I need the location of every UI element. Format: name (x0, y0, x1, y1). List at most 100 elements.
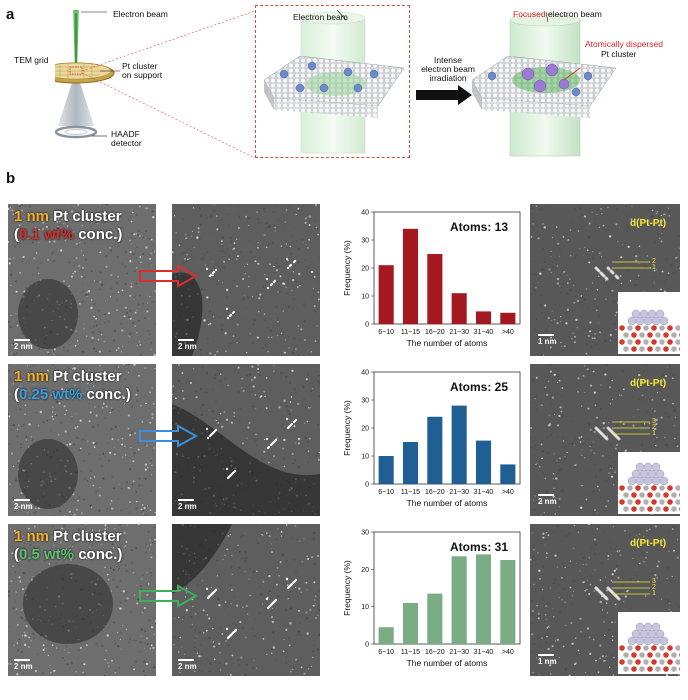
label-haadf-detector: HAADF detector (111, 129, 142, 148)
histogram-bar (475, 311, 492, 324)
scale-bar-zoom-label: 2 nm (178, 502, 197, 511)
dpt-label: d(Pt-Pt) (630, 538, 667, 549)
scale-bar-zoom-label: 2 nm (178, 342, 197, 351)
incident-beam (73, 10, 79, 70)
label-electron-beam-mid: Electron beam (293, 12, 348, 22)
zoom-arrow (139, 584, 199, 608)
scale-bar-zoom: 2 nm (178, 499, 197, 511)
histogram-bar (402, 442, 419, 484)
tem-schematic (55, 10, 255, 158)
x-tick-label: >40 (502, 489, 514, 496)
x-tick-label: 6~10 (378, 329, 394, 336)
focused-rest: electron beam (545, 9, 602, 19)
x-tick-label: 21~30 (449, 649, 469, 656)
cluster-condition-label: 1 nm Pt cluster (0.1 wt% conc.) (14, 208, 122, 244)
histogram-title: Atoms: 13 (450, 220, 509, 234)
haadf-image-overview: 1 nm Pt cluster (0.25 wt% conc.) 2 nm (8, 364, 156, 516)
scale-bar-atomic: 1 nm (538, 334, 557, 346)
y-tick-label: 10 (361, 294, 369, 301)
y-tick-label: 20 (361, 266, 369, 273)
cluster-word: Pt cluster (49, 208, 122, 225)
y-tick-label: 10 (361, 454, 369, 461)
x-tick-label: 6~10 (378, 649, 394, 656)
atomic-resolution-image: d(Pt-Pt) 3 2 1 2 nm (530, 364, 680, 516)
histogram-bar (500, 464, 516, 484)
histogram-bar (378, 265, 394, 324)
cluster-model-inset (618, 292, 680, 354)
conc-value: 0.1 wt% (19, 226, 75, 243)
plot-frame (373, 371, 521, 485)
y-tick-label: 20 (361, 567, 369, 574)
scale-bar-overview-label: 2 nm (14, 342, 33, 351)
conc-open: ( (14, 386, 19, 403)
y-tick-label: 20 (361, 426, 369, 433)
label-pt-cluster-support: Pt cluster on support (122, 61, 163, 80)
panel-a-letter: a (6, 6, 15, 23)
histogram-bar (378, 456, 394, 484)
label-pt-cluster-right: Pt cluster (601, 49, 637, 59)
x-tick-label: 16~20 (425, 649, 445, 656)
scale-bar-overview: 2 nm (14, 659, 33, 671)
conc-value: 0.5 wt% (19, 546, 75, 563)
scale-bar-atomic-label: 2 nm (538, 497, 557, 506)
panel-b-letter: b (6, 170, 16, 187)
support-after-irradiation (471, 11, 617, 157)
histogram-bar (378, 627, 394, 644)
histogram-bar (427, 593, 443, 644)
label-focused-beam: Focused electron beam (513, 10, 602, 19)
histogram-title: Atoms: 31 (450, 540, 509, 554)
x-tick-label: 11~15 (401, 329, 420, 336)
y-tick-label: 40 (361, 370, 369, 377)
conc-open: ( (14, 226, 19, 243)
x-tick-label: >40 (502, 329, 514, 336)
layer-number: 1 (652, 590, 656, 597)
label-electron-beam-left: Electron beam (113, 9, 168, 19)
y-tick-label: 10 (361, 604, 369, 611)
histogram-bar (500, 560, 516, 644)
x-tick-label: 21~30 (449, 489, 469, 496)
zoom-arrow (139, 264, 199, 288)
x-tick-label: 6~10 (378, 489, 394, 496)
x-tick-label: 21~30 (449, 329, 469, 336)
layer-number: 3 (652, 418, 656, 425)
histogram-bar (402, 228, 419, 324)
cluster-word: Pt cluster (49, 528, 122, 545)
layer-number: 2 (652, 584, 656, 591)
scale-bar-zoom-label: 2 nm (178, 662, 197, 671)
conc-value: 0.25 wt% (19, 386, 83, 403)
plot-frame (373, 531, 521, 645)
histogram-bar (475, 440, 492, 484)
y-tick-label: 0 (365, 322, 369, 329)
histogram-chart: 0 10 20 30 6~10 11~15 16~20 21~30 31~40 >40 The nu… (342, 530, 521, 668)
histogram-bar (427, 254, 443, 324)
x-tick-label: 31~40 (474, 649, 494, 656)
y-axis-label: Frequency (%) (342, 240, 352, 296)
cluster-condition-label: 1 nm Pt cluster (0.5 wt% conc.) (14, 528, 122, 564)
zoom-box (255, 5, 410, 158)
histogram-bar (500, 312, 516, 324)
histogram-bar (427, 416, 443, 484)
conc-close: conc.) (82, 386, 131, 403)
conc-open: ( (14, 546, 19, 563)
haadf-image-zoom: 2 nm (172, 204, 320, 356)
x-axis-label: The number of atoms (407, 498, 488, 508)
dpt-label: d(Pt-Pt) (630, 378, 667, 389)
layer-number: 1 (652, 430, 656, 437)
scattered-cone (58, 70, 94, 126)
layer-number: 2 (652, 258, 656, 265)
histogram-bar (451, 405, 467, 484)
scale-bar-atomic-label: 1 nm (538, 657, 557, 666)
histogram-bar (451, 556, 467, 644)
label-irradiation: Intense electron beam irradiation (421, 55, 475, 83)
irradiation-arrow (416, 85, 472, 105)
label-tem-grid: TEM grid (14, 55, 49, 65)
scale-bar-overview: 2 nm (14, 499, 33, 511)
conc-close: conc.) (74, 546, 123, 563)
x-tick-label: 31~40 (474, 489, 494, 496)
scale-bar-atomic-label: 1 nm (538, 337, 557, 346)
scale-bar-overview-label: 2 nm (14, 502, 33, 511)
haadf-image-zoom: 2 nm (172, 524, 320, 676)
focused-word: Focused (513, 9, 546, 19)
cluster-model-inset (618, 452, 680, 514)
cluster-size-text: 1 nm (14, 528, 50, 545)
